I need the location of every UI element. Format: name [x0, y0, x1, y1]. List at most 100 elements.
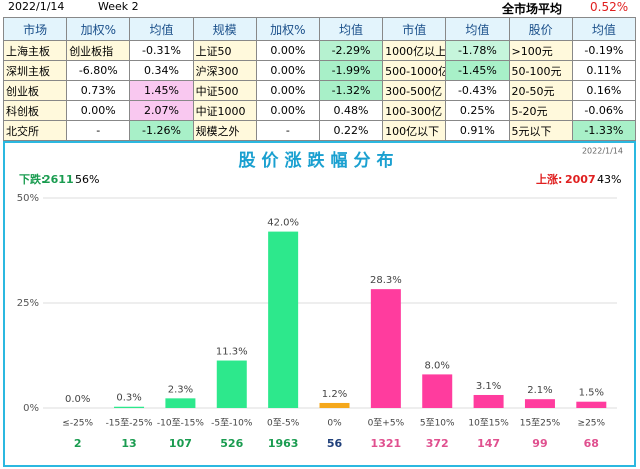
cell: 0.25% [445, 100, 510, 121]
bar [524, 399, 555, 408]
value-label: 1.2% [322, 389, 347, 400]
cell: 1000亿以上 [382, 40, 447, 61]
week: Week 2 [98, 0, 139, 13]
header-cell: 市值 [382, 17, 447, 41]
value-label: 28.3% [370, 275, 402, 286]
value-label: 0.0% [65, 394, 90, 405]
value-label: 2.1% [527, 385, 552, 396]
up-label: 上涨: [536, 172, 562, 186]
value-label: 11.3% [216, 347, 248, 358]
count-label: 1963 [268, 437, 299, 450]
x-tick-label: 0至-5% [267, 418, 300, 429]
cell: 50-100元 [508, 60, 573, 81]
header-cell: 均值 [571, 17, 637, 41]
y-tick-label: 0% [23, 403, 39, 414]
cell: 规模之外 [192, 120, 257, 141]
value-label: 0.3% [116, 393, 141, 404]
x-tick-label: 10至15% [468, 418, 509, 429]
cell: -1.78% [445, 40, 510, 61]
chart: 股价涨跌幅分布 2022/1/14 下跌: 2611 56% 上涨: 2007 … [17, 147, 623, 451]
header-cell: 股价 [508, 17, 573, 41]
chart-date: 2022/1/14 [582, 147, 623, 156]
header-cell: 均值 [445, 17, 510, 41]
header-cell: 加权% [66, 17, 131, 41]
count-label: 1321 [371, 437, 402, 450]
cell: 沪深300 [192, 60, 257, 81]
avg-label: 全市场平均 [502, 2, 563, 16]
cell: 0.22% [318, 120, 384, 141]
cell: -1.45% [445, 60, 510, 81]
count-label: 68 [584, 437, 599, 450]
count-label: 99 [532, 437, 547, 450]
row: 上海主板 创业板指 -0.31% 上证50 0.00% -2.29% 1000亿以上 -1.7… [2, 40, 637, 61]
value-label: 3.1% [476, 381, 501, 392]
bar [422, 374, 453, 408]
y-tick-label: 25% [17, 298, 39, 309]
table: 市场 加权% 均值 规模 加权% 均值 市值 均值 股价 均值 上海主板 创业板指 -0.31% 上证50… [2, 17, 637, 141]
count-label: 13 [121, 437, 136, 450]
cell: -1.32% [318, 80, 384, 101]
header-row: 市场 加权% 均值 规模 加权% 均值 市值 均值 股价 均值 [2, 17, 637, 41]
cell: -6.80% [66, 60, 131, 81]
bar [576, 401, 607, 408]
x-tick-label: 15至25% [520, 418, 561, 429]
x-tick-label: -15至-25% [106, 418, 153, 429]
row: 北交所 - -1.26% 规模之外 -0.22% 100亿以下 0.91% 5元以下 -1.33… [2, 120, 637, 141]
cell: -0.19% [571, 40, 637, 61]
bar [216, 360, 247, 408]
value-label: 42.0% [267, 218, 299, 229]
cell: 300-500亿 [382, 80, 447, 101]
cell: 0.00% [255, 100, 320, 121]
up-count: 2007 [565, 173, 596, 186]
cell: >100元 [508, 40, 573, 61]
up-pct: 43% [597, 173, 621, 186]
cell: 深圳主板 [2, 60, 68, 81]
cell: -0.43% [445, 80, 510, 101]
date: 2022/1/14 [8, 0, 65, 13]
x-tick-label: 0% [327, 419, 342, 429]
cell: -1.99% [318, 60, 384, 81]
cell: 0.16% [571, 80, 637, 101]
count-label: 107 [169, 437, 192, 450]
cell: 上海主板 [2, 40, 68, 61]
bar [473, 394, 504, 408]
x-tick-label: -5至-10% [211, 418, 253, 429]
avg-value: 0.52% [590, 0, 629, 14]
row: 科创板 0.00% 2.07% 中证1000 0.00% 0.48% 100-300亿 0.2… [2, 100, 637, 121]
cell: -1.26% [129, 120, 194, 141]
cell: 中证1000 [192, 100, 257, 121]
cell: - [66, 120, 131, 141]
cell: 0.73% [66, 80, 131, 101]
cell: 20-50元 [508, 80, 573, 101]
header-cell: 规模 [192, 17, 257, 41]
bar [114, 406, 145, 408]
cell: -0.06% [571, 100, 637, 121]
x-tick-label: -10至-15% [157, 418, 204, 429]
cell: 0.34% [129, 60, 194, 81]
cell: 5元以下 [508, 120, 573, 141]
cell: 0.11% [571, 60, 637, 81]
cell: 0.00% [255, 80, 320, 101]
count-label: 56 [327, 437, 343, 450]
cell: 500-1000亿 [382, 60, 447, 81]
chart-title: 股价涨跌幅分布 [239, 150, 400, 171]
row: 深圳主板 -6.80% 0.34% 沪深300 0.00% -1.99% 500-1000亿… [2, 60, 637, 81]
cell: 100-300亿 [382, 100, 447, 121]
x-tick-label: 5至10% [420, 418, 455, 429]
count-label: 2 [74, 437, 82, 450]
cell: 0.00% [255, 60, 320, 81]
bar [319, 402, 350, 408]
count-label: 526 [220, 437, 243, 450]
count-label: 147 [477, 437, 500, 450]
value-label: 1.5% [579, 388, 604, 399]
value-label: 2.3% [168, 384, 193, 395]
y-tick-label: 50% [17, 193, 39, 204]
cell: - [255, 120, 320, 141]
cell: 100亿以下 [382, 120, 447, 141]
cell: 0.91% [445, 120, 510, 141]
cell: 5-20元 [508, 100, 573, 121]
down-count: 2611 [43, 173, 74, 186]
cell: -1.33% [571, 120, 637, 141]
chart-box: 股价涨跌幅分布 2022/1/14 下跌: 2611 56% 上涨: 2007 … [3, 141, 636, 467]
down-label: 下跌: [19, 172, 45, 186]
